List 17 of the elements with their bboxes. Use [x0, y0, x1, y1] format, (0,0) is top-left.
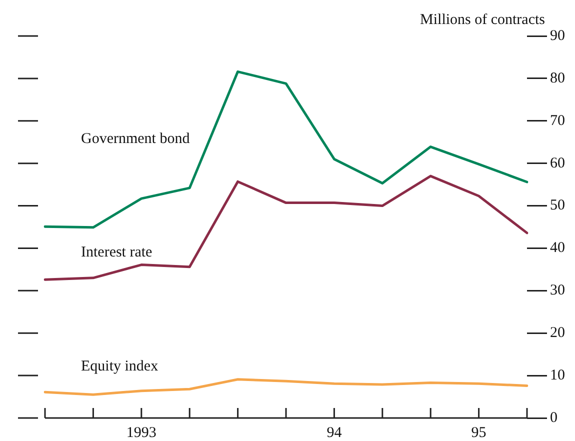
y-tick-label: 70: [550, 112, 565, 129]
y-tick-label: 60: [550, 155, 565, 172]
y-tick-label: 80: [550, 70, 565, 86]
y-tick-label: 40: [550, 240, 565, 256]
series-label: Government bond: [81, 131, 190, 148]
series-label: Equity index: [81, 358, 159, 375]
y-tick-label: 0: [550, 410, 558, 426]
x-tick-label: 95: [471, 424, 486, 441]
y-tick-label: 90: [550, 28, 565, 44]
x-tick-label: 94: [326, 424, 342, 441]
series-label: Interest rate: [81, 244, 153, 260]
x-tick-label: 1993: [126, 424, 156, 441]
y-tick-label: 10: [550, 367, 565, 384]
y-tick-label: 30: [550, 282, 565, 299]
y-tick-label: 20: [550, 325, 565, 342]
y-tick-label: 50: [550, 198, 565, 214]
y-axis-title: Millions of contracts: [420, 12, 546, 28]
